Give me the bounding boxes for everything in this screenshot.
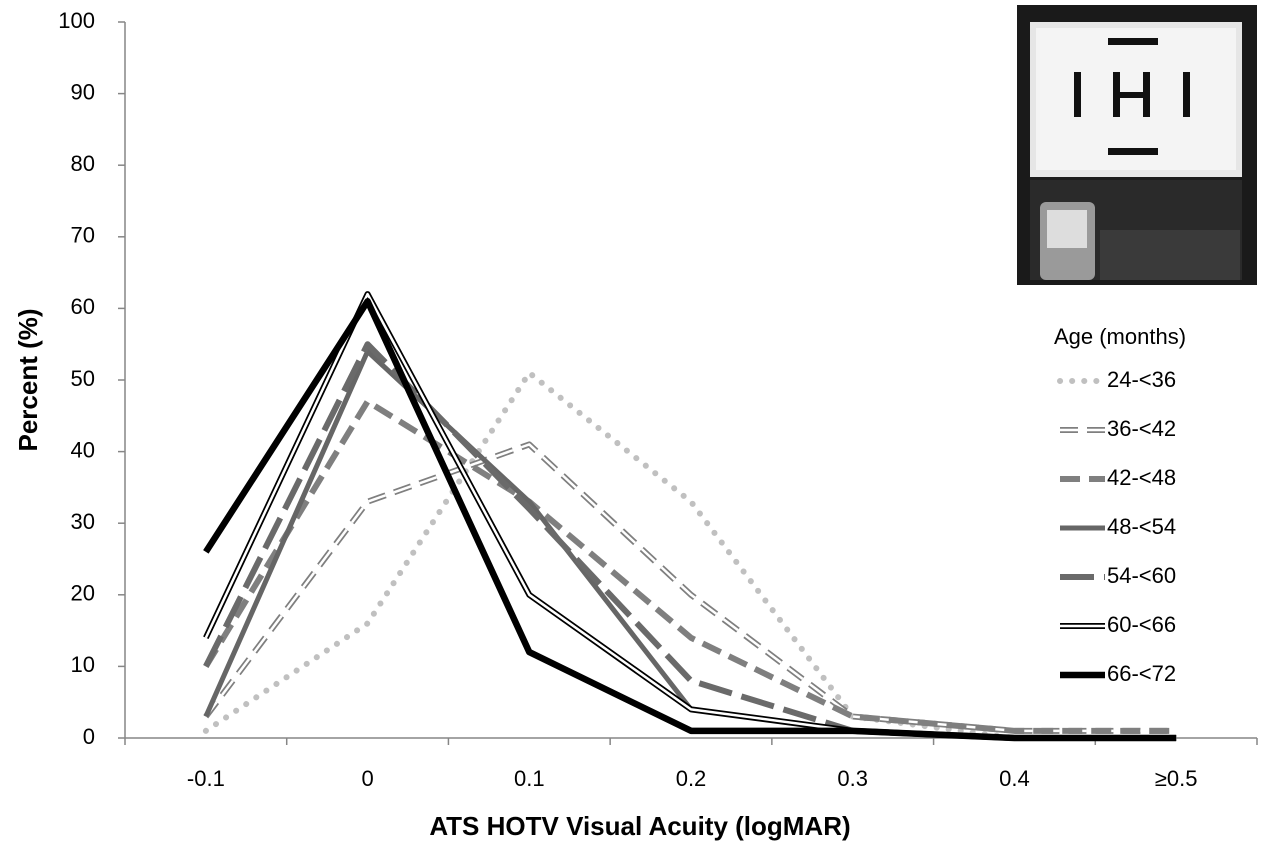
y-axis-title: Percent (%) [13,308,43,451]
y-tick-label: 70 [71,223,95,248]
legend-label: 54-<60 [1107,563,1176,588]
series-line [203,297,1177,742]
x-axis-title: ATS HOTV Visual Acuity (logMAR) [429,811,850,841]
series-line [203,398,1177,734]
x-tick-label: 0.3 [837,766,868,791]
series-line [203,348,1177,741]
y-tick-label: 40 [71,437,95,462]
y-tick-label: 60 [71,294,95,319]
x-tick-label: ≥0.5 [1155,766,1198,791]
y-tick-label: 100 [58,8,95,33]
legend-label: 24-<36 [1107,367,1176,392]
legend-label: 36-<42 [1107,416,1176,441]
legend-label: 66-<72 [1107,661,1176,686]
x-tick-label: 0.2 [676,766,707,791]
photo-inset [1017,5,1257,285]
legend-title: Age (months) [1054,324,1186,349]
x-tick-label: 0 [361,766,373,791]
series-line-inner [204,443,1177,733]
x-tick-label: 0.4 [999,766,1030,791]
y-tick-label: 30 [71,509,95,534]
y-tick-label: 10 [71,652,95,677]
x-tick-label: -0.1 [187,766,225,791]
y-tick-label: 90 [71,79,95,104]
series-line-inner [204,292,1177,740]
legend-label: 42-<48 [1107,465,1176,490]
y-tick-label: 0 [83,724,95,749]
series-line [203,341,1177,741]
y-tick-label: 20 [71,581,95,606]
y-tick-label: 50 [71,366,95,391]
series-line [202,369,1180,741]
series-line [203,291,1177,741]
x-tick-label: 0.1 [514,766,545,791]
y-tick-label: 80 [71,151,95,176]
legend-label: 60-<66 [1107,612,1176,637]
series-line [203,441,1177,734]
legend-label: 48-<54 [1107,514,1176,539]
